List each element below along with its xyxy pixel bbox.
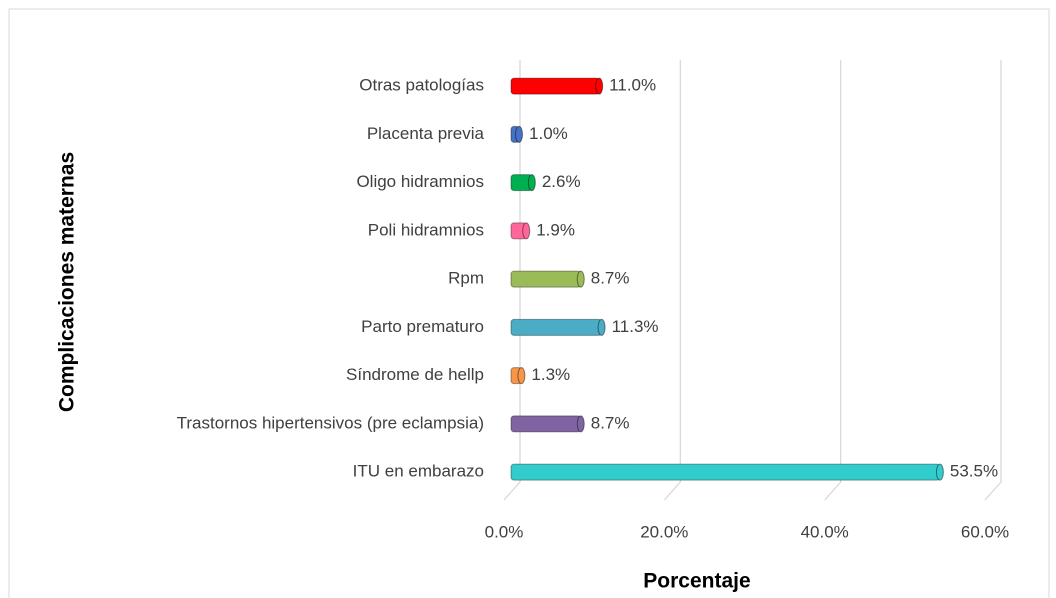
bar-cap [935, 463, 944, 481]
bar-cap [576, 415, 585, 433]
bar-cap [595, 77, 604, 95]
y-tick-label: Otras patologías [359, 76, 484, 95]
grid-line [663, 60, 681, 501]
x-tick-label: 60.0% [961, 522, 1009, 541]
value-label: 8.7% [591, 269, 630, 288]
bar-cap [576, 270, 585, 288]
bar [510, 77, 600, 95]
chart-border [8, 8, 1050, 598]
y-tick-label: Poli hidramnios [368, 220, 484, 239]
value-label: 1.3% [531, 365, 570, 384]
x-tick-label: 20.0% [640, 522, 688, 541]
y-tick-label: Placenta previa [367, 124, 485, 143]
y-tick-label: Síndrome de hellp [346, 365, 484, 384]
bar [510, 318, 603, 336]
bar-cap [522, 222, 531, 240]
bar [510, 270, 582, 288]
y-tick-label: Rpm [448, 269, 484, 288]
y-tick-label: Oligo hidramnios [356, 172, 484, 191]
grid-line [824, 60, 842, 501]
value-label: 1.9% [536, 220, 575, 239]
value-label: 1.0% [529, 124, 568, 143]
bar [510, 463, 941, 481]
x-tick-label: 40.0% [801, 522, 849, 541]
bar-cap [597, 318, 606, 336]
y-tick-label: Parto prematuro [361, 317, 484, 336]
bar [510, 415, 582, 433]
grid-line [503, 60, 521, 501]
value-label: 8.7% [591, 413, 630, 432]
grid-line [984, 60, 1002, 501]
y-tick-label: Trastornos hipertensivos (pre eclampsia) [177, 413, 484, 432]
x-tick-label: 0.0% [485, 522, 524, 541]
value-label: 53.5% [950, 462, 998, 481]
bar-cap [527, 174, 536, 192]
x-axis-title: Porcentaje [643, 570, 750, 593]
y-tick-label: ITU en embarazo [353, 462, 484, 481]
value-label: 2.6% [542, 172, 581, 191]
bar-cap [515, 125, 524, 143]
value-label: 11.3% [612, 317, 659, 336]
bar-cap [517, 367, 526, 385]
y-axis-title: Complicaciones maternas [56, 152, 79, 412]
value-label: 11.0% [609, 76, 656, 95]
